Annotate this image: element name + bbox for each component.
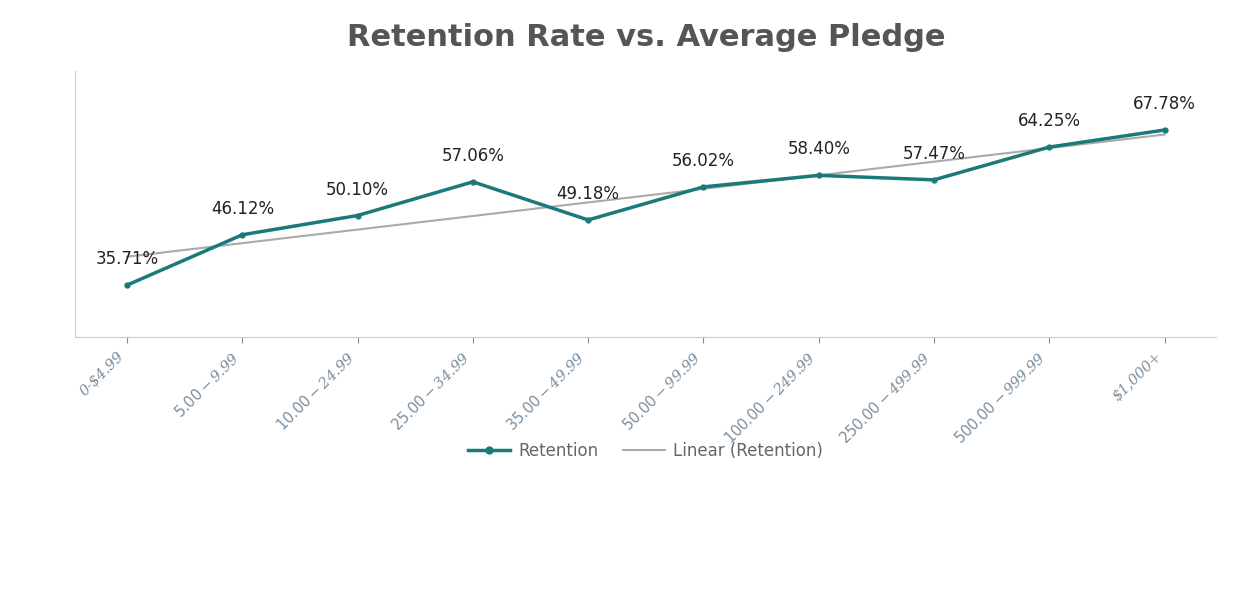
Text: 57.06%: 57.06% xyxy=(441,147,504,165)
Text: 64.25%: 64.25% xyxy=(1018,112,1081,130)
Title: Retention Rate vs. Average Pledge: Retention Rate vs. Average Pledge xyxy=(346,23,946,52)
Text: 50.10%: 50.10% xyxy=(326,181,389,199)
Legend: Retention, Linear (Retention): Retention, Linear (Retention) xyxy=(461,436,830,467)
Text: 57.47%: 57.47% xyxy=(903,145,966,163)
Text: 46.12%: 46.12% xyxy=(211,200,273,218)
Text: 58.40%: 58.40% xyxy=(788,141,850,158)
Text: 67.78%: 67.78% xyxy=(1134,95,1196,113)
Text: 56.02%: 56.02% xyxy=(672,152,735,170)
Text: 35.71%: 35.71% xyxy=(95,250,159,268)
Text: 49.18%: 49.18% xyxy=(557,185,619,203)
